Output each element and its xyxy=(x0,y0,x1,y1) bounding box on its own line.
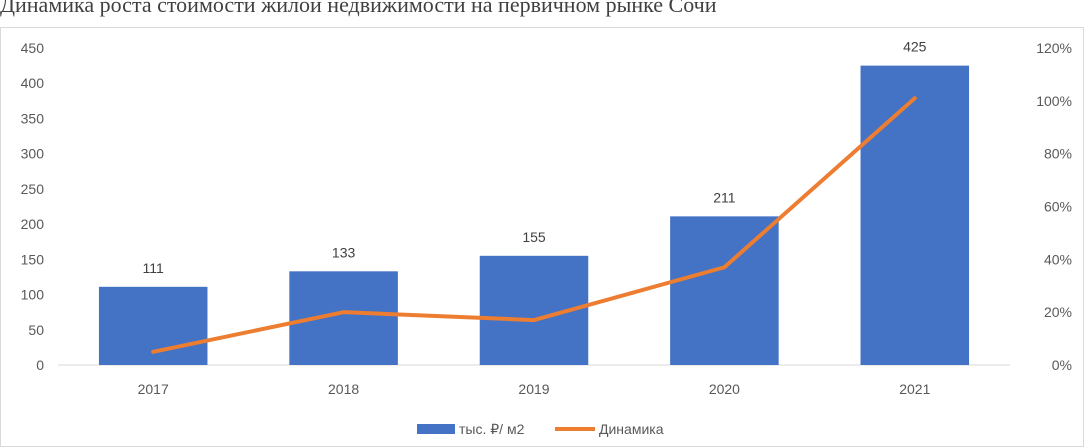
y2-tick-label: 80% xyxy=(1044,146,1072,162)
y-tick-label: 350 xyxy=(21,110,45,126)
bar-data-label: 111 xyxy=(143,260,164,276)
y-tick-label: 200 xyxy=(21,216,45,232)
y-tick-label: 400 xyxy=(21,75,45,91)
y-tick-label: 450 xyxy=(21,40,45,56)
left-axis: 0 50 100 150 200 250 300 350 400 450 xyxy=(21,40,45,373)
y-tick-label: 100 xyxy=(21,287,45,303)
bar xyxy=(860,65,970,365)
y2-tick-label: 120% xyxy=(1036,40,1072,56)
x-tick-label: 2019 xyxy=(518,381,549,397)
y2-tick-label: 40% xyxy=(1044,251,1072,267)
x-axis: 2017 2018 2019 2020 2021 xyxy=(138,381,931,397)
y-tick-label: 0 xyxy=(36,357,44,373)
bar-data-label: 155 xyxy=(522,229,546,245)
y2-tick-label: 0% xyxy=(1052,357,1072,373)
bar-data-label: 133 xyxy=(332,244,356,260)
legend-label-line: Динамика xyxy=(599,421,664,437)
bar-data-label: 211 xyxy=(713,189,736,205)
y2-tick-label: 100% xyxy=(1036,93,1072,109)
y-tick-label: 250 xyxy=(21,181,45,197)
x-tick-label: 2021 xyxy=(899,381,930,397)
y2-tick-label: 60% xyxy=(1044,199,1072,215)
bar-data-labels: 111 133 155 211 425 xyxy=(143,39,927,276)
y-tick-label: 150 xyxy=(21,251,45,267)
trend-line xyxy=(151,96,917,354)
x-tick-label: 2020 xyxy=(709,381,740,397)
x-tick-label: 2018 xyxy=(328,381,359,397)
x-tick-label: 2017 xyxy=(138,381,169,397)
y2-tick-label: 20% xyxy=(1044,304,1072,320)
y-tick-label: 300 xyxy=(21,146,45,162)
legend-label-bar: тыс. ₽/ м2 xyxy=(459,421,525,437)
right-axis: 0% 20% 40% 60% 80% 100% 120% xyxy=(1036,40,1072,373)
legend-swatch-bar xyxy=(417,424,455,434)
bar-data-label: 425 xyxy=(903,39,927,55)
legend: тыс. ₽/ м2 Динамика xyxy=(417,421,664,437)
y-tick-label: 50 xyxy=(28,322,44,338)
bar xyxy=(670,216,779,365)
chart-title: Динамика роста стоимости жилой недвижимо… xyxy=(0,0,717,17)
